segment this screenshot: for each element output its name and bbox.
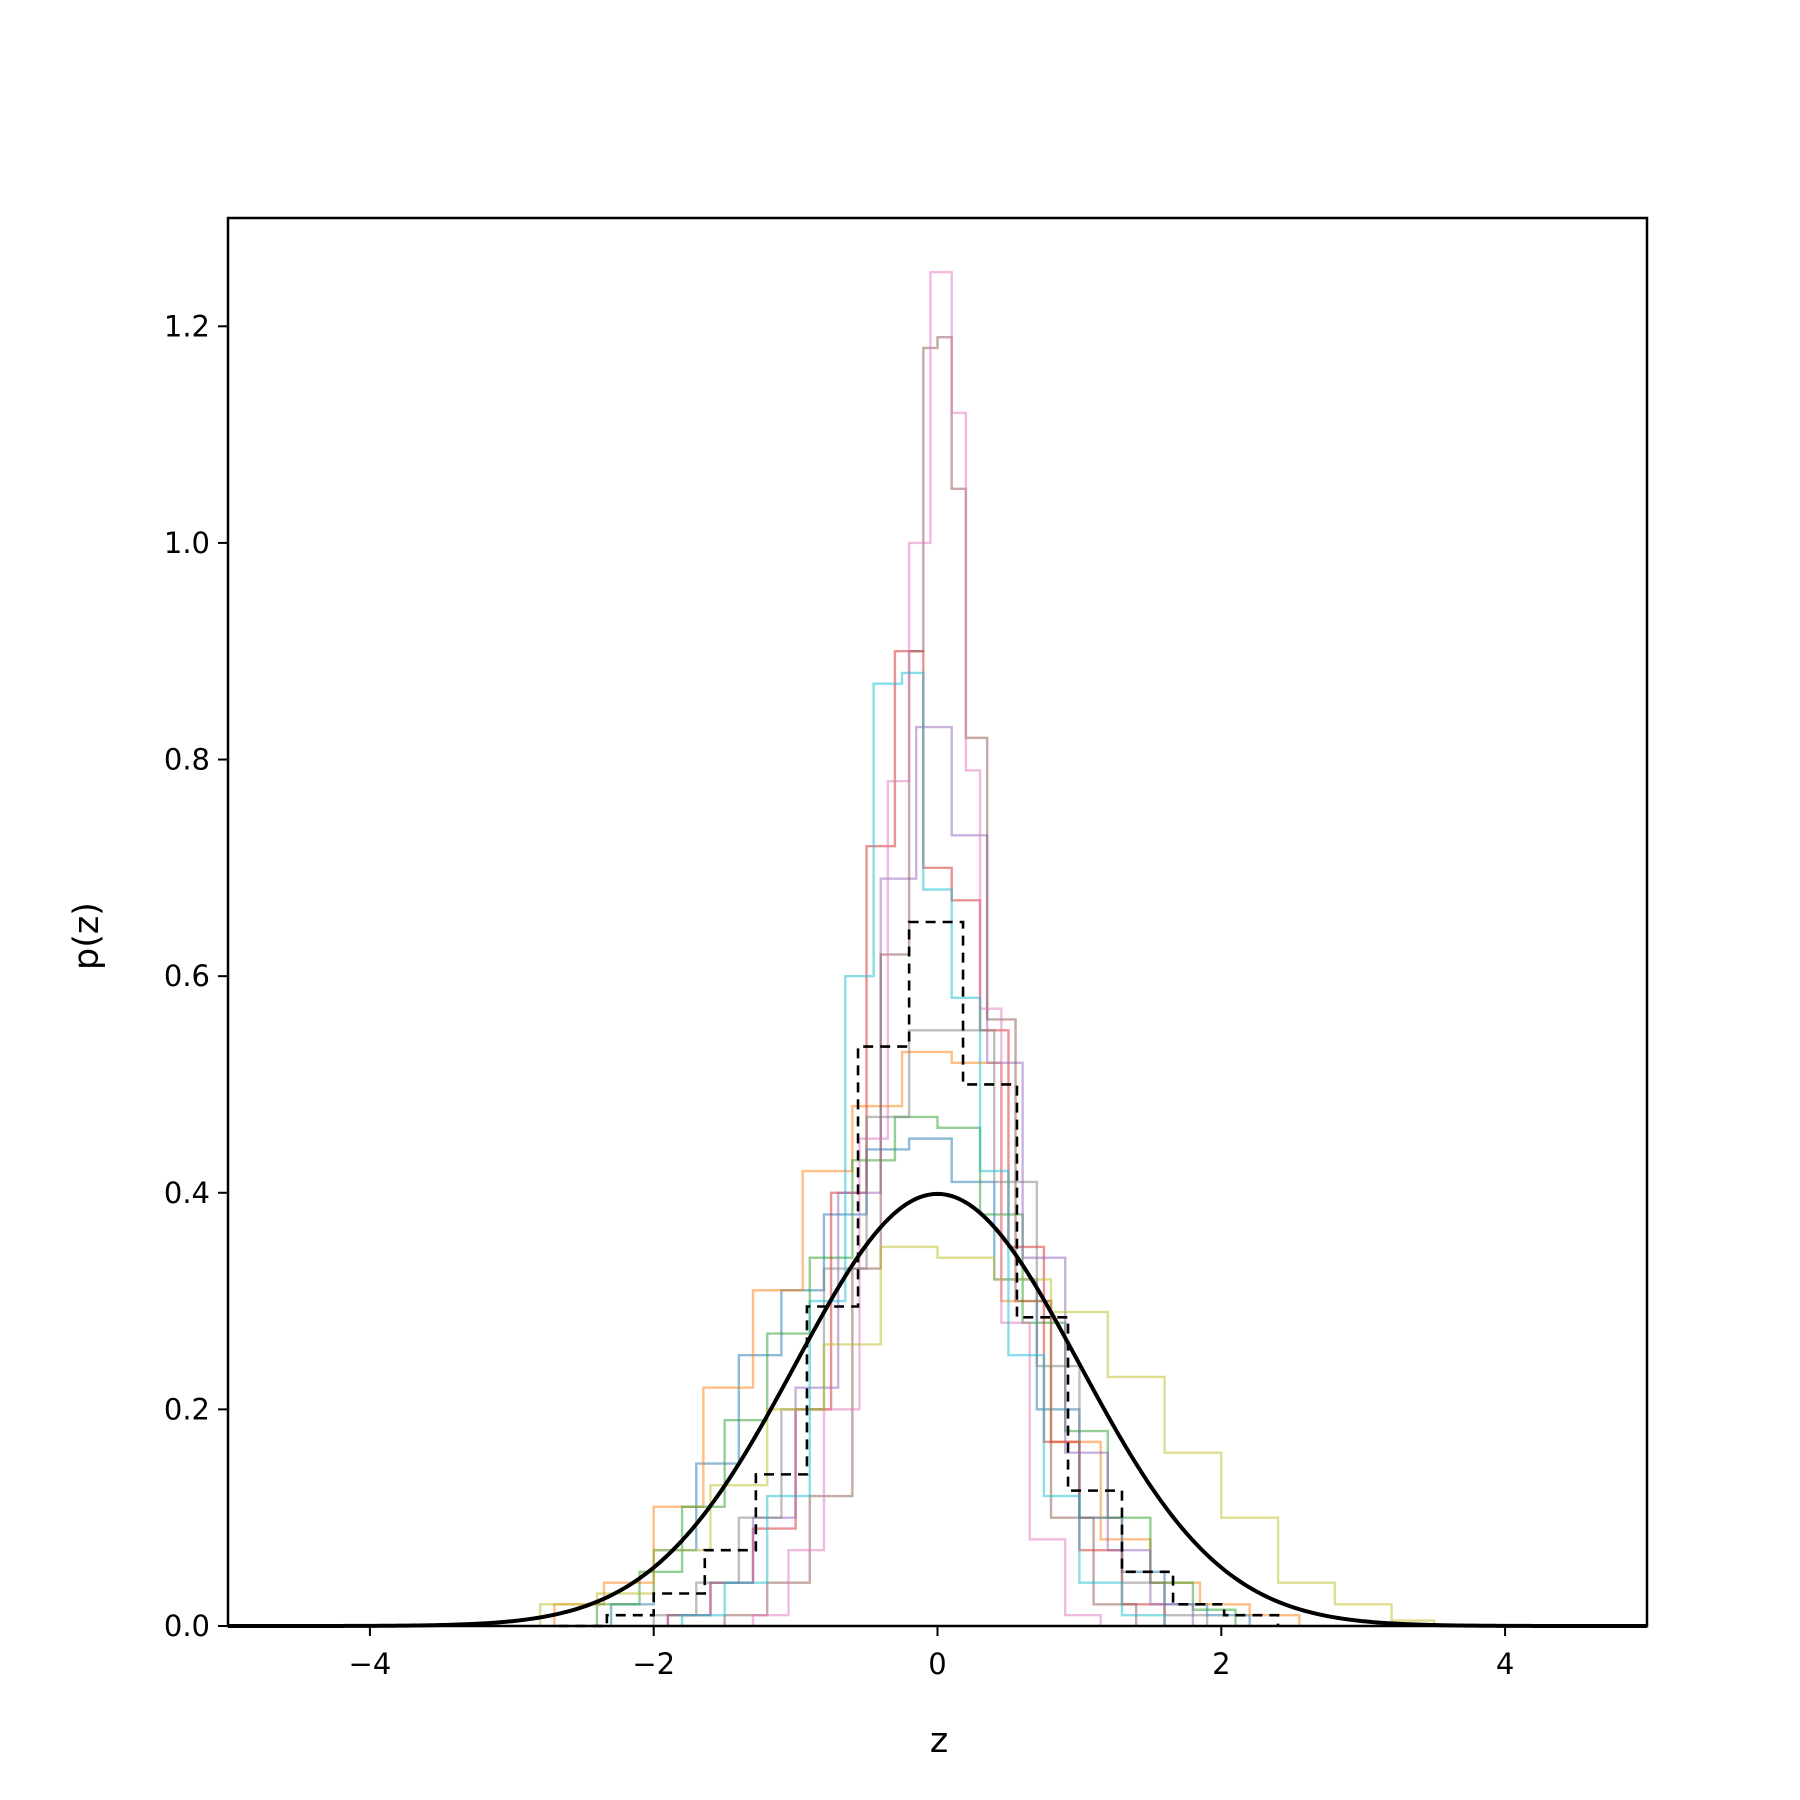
y-tick-label: 0.6 — [164, 959, 210, 993]
x-tick-label: −4 — [349, 1647, 392, 1681]
histogram-series-7 — [751, 270, 1102, 1626]
y-tick-label: 1.2 — [164, 309, 210, 343]
x-tick-label: 4 — [1496, 1647, 1514, 1681]
x-axis-ticks: −4 −2 0 2 4 — [349, 1626, 1514, 1681]
histogram-series-5 — [666, 725, 1195, 1626]
y-tick-label: 1.0 — [164, 526, 210, 560]
y-axis-label: p(z) — [67, 902, 107, 970]
histogram-reference-dashed — [558, 920, 1280, 1628]
y-tick-label: 0.0 — [164, 1609, 210, 1643]
histogram-series — [538, 270, 1436, 1628]
histogram-series-3 — [595, 1115, 1237, 1626]
histogram-series-6 — [723, 335, 1138, 1626]
x-tick-label: 2 — [1212, 1647, 1230, 1681]
x-tick-label: −2 — [632, 1647, 675, 1681]
histogram-series-9 — [538, 1245, 1436, 1626]
normal-density-curve — [228, 1191, 1647, 1628]
histogram-series-10 — [680, 671, 1166, 1626]
y-tick-label: 0.8 — [164, 743, 210, 777]
y-tick-label: 0.2 — [164, 1392, 210, 1426]
normal-density-curve-group — [228, 1191, 1647, 1628]
y-axis-ticks: 0.0 0.2 0.4 0.6 0.8 1.0 1.2 — [164, 309, 228, 1643]
x-axis-label: z — [930, 1721, 948, 1761]
x-tick-label: 0 — [928, 1647, 946, 1681]
y-tick-label: 0.4 — [164, 1176, 210, 1210]
